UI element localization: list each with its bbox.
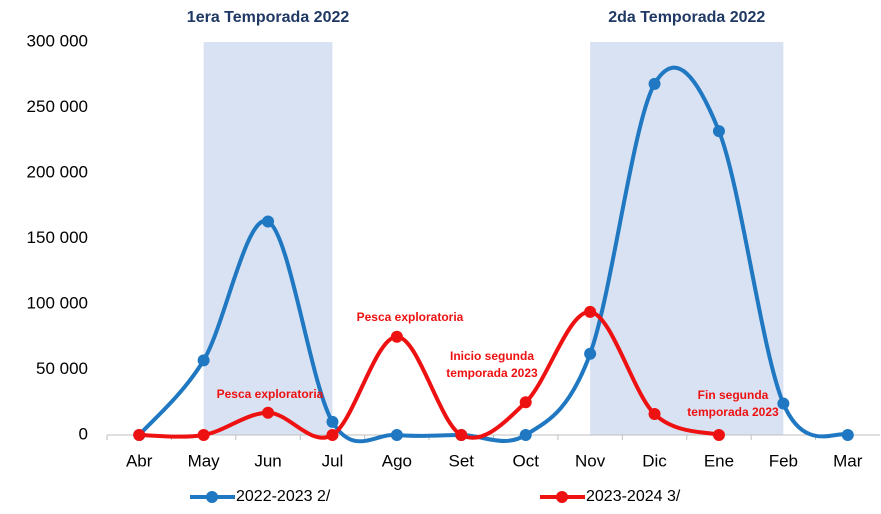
x-tick-label: Mar [833,451,863,470]
x-tick-label: Ene [704,451,734,470]
data-point [390,429,403,441]
data-point [712,125,725,138]
data-point [648,408,661,421]
season-band [203,42,333,435]
data-point [390,330,403,343]
data-point [326,429,339,441]
annotation: Pesca exploratoria [357,310,464,324]
legend-label: 2022-2023 2/ [236,488,331,505]
data-point [455,429,468,441]
x-tick-label: Nov [575,451,606,470]
band-label: 2da Temporada 2022 [608,9,765,26]
legend-marker [206,491,218,503]
data-point [133,429,146,441]
y-tick-label: 150 000 [27,228,88,247]
data-point [326,415,339,428]
data-point [519,396,532,409]
y-tick-label: 100 000 [27,293,88,312]
x-tick-label: Jun [254,451,281,470]
legend-label: 2023-2024 3/ [586,488,681,505]
data-point [262,215,275,228]
data-point [648,77,661,90]
x-tick-label: Dic [642,451,667,470]
season-band [590,42,784,435]
x-tick-label: Feb [769,451,798,470]
annotation: Fin segunda [698,388,769,402]
data-point [841,429,854,441]
y-tick-label: 50 000 [36,359,88,378]
data-point [197,354,210,367]
data-point [262,406,275,419]
data-point [197,429,210,441]
y-tick-label: 200 000 [27,162,88,181]
data-point [712,429,725,441]
annotation: temporada 2023 [446,366,538,380]
data-point [584,347,597,360]
annotation: temporada 2023 [687,405,779,419]
x-tick-label: Ago [382,451,412,470]
data-point [777,397,790,410]
legend-marker [556,491,568,503]
x-tick-label: Oct [512,451,539,470]
annotation: Inicio segunda [450,349,534,363]
annotation: Pesca exploratoria [217,387,324,401]
y-tick-label: 0 [79,424,88,443]
x-tick-label: May [188,451,221,470]
x-tick-label: Abr [126,451,153,470]
y-tick-label: 250 000 [27,97,88,116]
x-tick-label: Set [449,451,475,470]
data-point [519,429,532,441]
x-tick-label: Jul [322,451,344,470]
series-line [139,309,720,440]
data-point [584,305,597,318]
band-label: 1era Temporada 2022 [187,9,350,26]
y-tick-label: 300 000 [27,31,88,50]
